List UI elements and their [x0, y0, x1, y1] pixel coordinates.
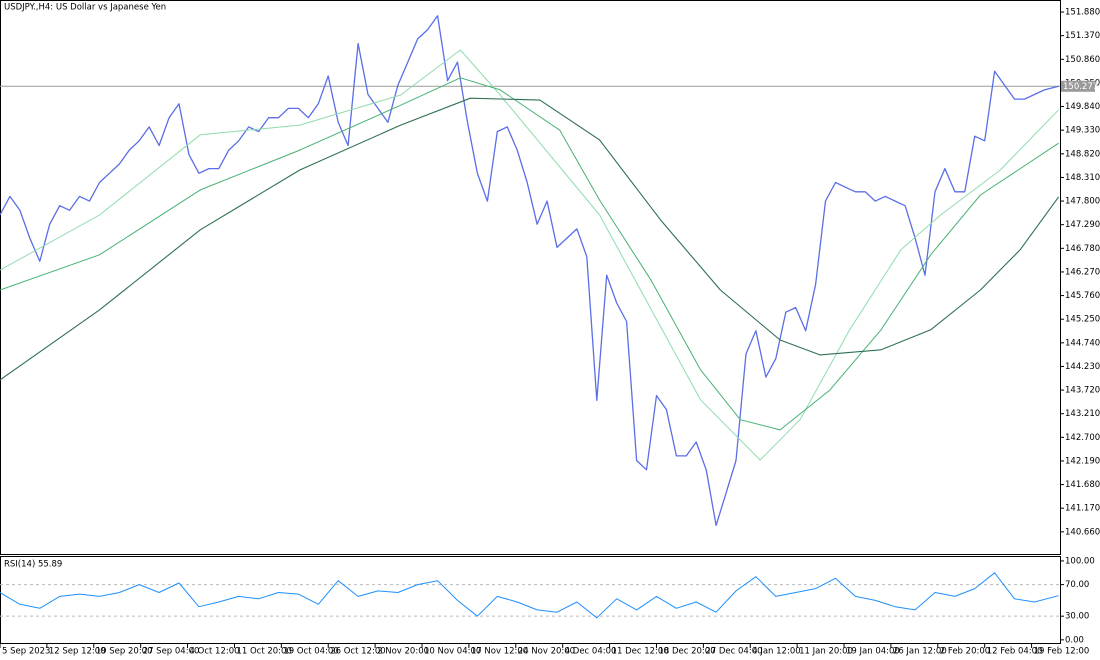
y-tick-label: 147.290	[1065, 220, 1100, 230]
x-tick-label: 4 Jan 12:00	[752, 647, 800, 657]
y-tick-label: 151.880	[1065, 8, 1100, 18]
x-tick-label: 12 Feb 04:00	[987, 647, 1043, 657]
y-tick-label: 149.840	[1065, 102, 1100, 112]
x-tick-label: 4 Oct 12:00	[190, 647, 240, 657]
y-tick-label: 30.00	[1065, 612, 1089, 622]
x-tick-label: 26 Jan 12:00	[893, 647, 947, 657]
x-tick-label: 26 Oct 12:00	[330, 647, 385, 657]
y-tick-label: 148.820	[1065, 149, 1100, 159]
x-tick-label: 2 Nov 20:00	[377, 647, 429, 657]
y-tick-label: 151.370	[1065, 31, 1100, 41]
chart-title: USDJPY.,H4: US Dollar vs Japanese Yen	[4, 3, 166, 13]
x-tick-label: 19 Oct 04:00	[283, 647, 338, 657]
y-tick-label: 141.170	[1065, 504, 1100, 514]
y-tick-label: 145.250	[1065, 315, 1100, 325]
x-tick-label: 19 Jan 04:00	[846, 647, 900, 657]
x-tick-label: 11 Dec 12:00	[612, 647, 669, 657]
series-line	[0, 77, 1059, 431]
y-tick-label: 143.720	[1065, 386, 1100, 396]
current-price-box	[1061, 80, 1095, 92]
x-tick-label: 11 Oct 20:00	[236, 647, 291, 657]
x-tick-label: 24 Nov 20:00	[518, 647, 575, 657]
x-tick-label: 10 Nov 04:00	[424, 647, 481, 657]
series-line	[0, 572, 1059, 619]
y-tick-label: 140.660	[1065, 527, 1100, 537]
x-tick-label: 2 Feb 20:00	[940, 647, 990, 657]
y-tick-label: 148.310	[1065, 173, 1100, 183]
y-tick-label: 146.270	[1065, 267, 1100, 277]
series-line	[0, 49, 1059, 461]
x-tick-label: 27 Dec 04:00	[705, 647, 762, 657]
series-line	[0, 15, 1059, 527]
x-tick-label: 19 Feb 12:00	[1034, 647, 1090, 657]
y-tick-label: 142.190	[1065, 456, 1100, 466]
y-tick-label: 145.760	[1065, 291, 1100, 301]
y-tick-label: 0.00	[1065, 635, 1084, 645]
x-tick-label: 27 Sep 04:00	[143, 647, 200, 657]
y-tick-label: 141.680	[1065, 480, 1100, 490]
current-price-label: 150.277	[1063, 82, 1098, 92]
y-tick-label: 149.330	[1065, 126, 1100, 136]
rsi-panel	[0, 556, 1061, 644]
x-tick-label: 5 Sep 2023	[2, 647, 50, 657]
y-tick-label: 146.780	[1065, 244, 1100, 254]
x-tick-label: 18 Dec 20:00	[658, 647, 715, 657]
y-tick-label: 100.00	[1065, 556, 1095, 566]
x-tick-label: 19 Sep 20:00	[96, 647, 153, 657]
x-tick-label: 11 Jan 20:00	[799, 647, 853, 657]
y-tick-label: 143.210	[1065, 409, 1100, 419]
x-tick-label: 12 Sep 12:00	[49, 647, 106, 657]
x-tick-label: 4 Dec 04:00	[565, 647, 617, 657]
x-tick-label: 17 Nov 12:00	[471, 647, 528, 657]
y-tick-label: 144.740	[1065, 338, 1100, 348]
y-tick-label: 150.860	[1065, 55, 1100, 65]
y-tick-label: 144.230	[1065, 362, 1100, 372]
rsi-title: RSI(14) 55.89	[4, 560, 62, 570]
y-tick-label: 142.700	[1065, 433, 1100, 443]
main-panel	[0, 0, 1061, 555]
y-tick-label: 70.00	[1065, 580, 1089, 590]
series-line	[0, 97, 1060, 381]
y-tick-label: 147.800	[1065, 197, 1100, 207]
